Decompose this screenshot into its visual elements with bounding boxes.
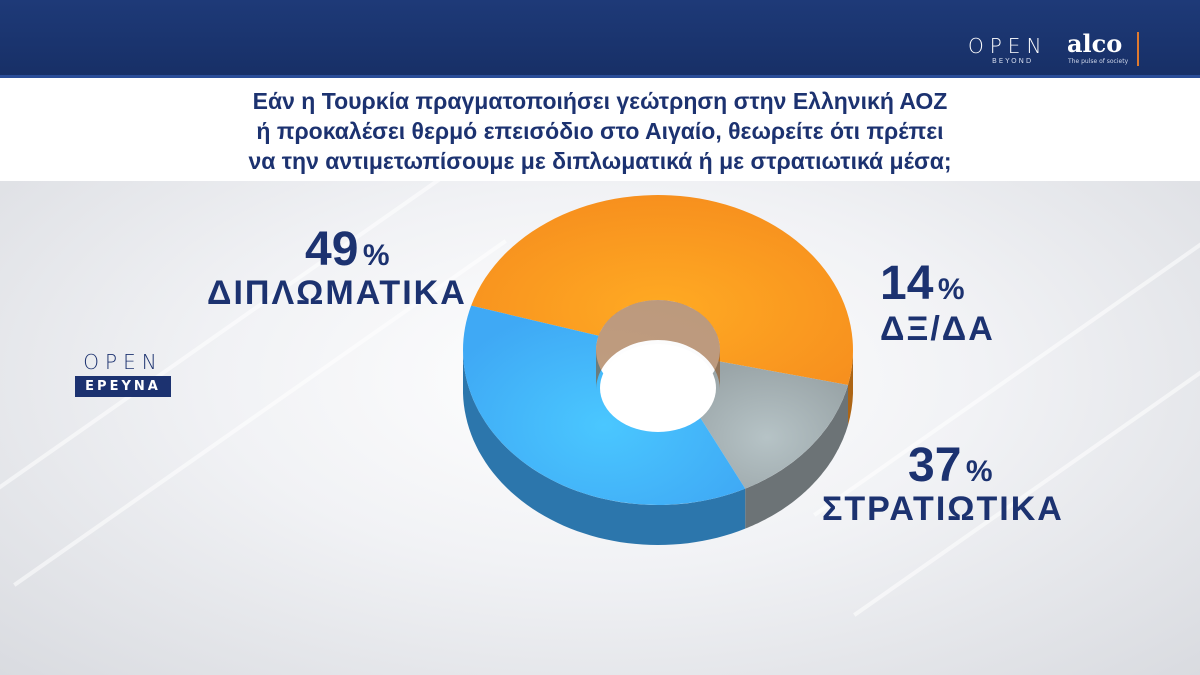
open-beyond-logo-sub: BEYOND bbox=[992, 57, 1034, 65]
diplomatic-value: 49 bbox=[305, 223, 359, 276]
alco-tagline: The pulse of society bbox=[1068, 58, 1129, 65]
diplomatic-value-label: 49 % bbox=[305, 222, 390, 277]
dk-value-label: 14 % bbox=[880, 256, 965, 311]
dk-value: 14 bbox=[880, 257, 934, 310]
header-divider bbox=[0, 75, 1200, 78]
slice-Δ Ξ/ΔΑ bbox=[685, 361, 848, 489]
diplomatic-pct: % bbox=[362, 239, 390, 272]
military-category-label: ΣΤΡΑΤΙΩΤΙΚΑ bbox=[822, 490, 1064, 528]
slice-side-2 bbox=[463, 347, 746, 545]
question-line-2: ή προκαλέσει θερμό επεισόδιο στο Αιγαίο,… bbox=[256, 118, 944, 144]
military-value-label: 37 % bbox=[908, 438, 993, 493]
slice-ΣΤΡΑΤΙΩΤΙΚΑ bbox=[463, 305, 746, 505]
dk-pct: % bbox=[937, 273, 965, 306]
slice-side-1 bbox=[745, 385, 848, 529]
question-line-3: να την αντιμετωπίσουμε με διπλωματικά ή … bbox=[248, 148, 952, 174]
ereyna-label: ΕΡΕΥΝΑ bbox=[75, 376, 171, 397]
alco-logo-bar bbox=[1137, 32, 1139, 66]
header-bar: OPEN BEYOND alco The pulse of society bbox=[0, 0, 1200, 78]
open-ereyna-logo: OPEN bbox=[83, 350, 163, 374]
donut-hole-wall bbox=[596, 300, 720, 390]
question-line-1: Εάν η Τουρκία πραγματοποιήσει γεώτρηση σ… bbox=[252, 88, 948, 114]
alco-logo: alco bbox=[1067, 29, 1123, 58]
dk-category-label: ΔΞ/ΔΑ bbox=[880, 310, 995, 348]
open-beyond-logo: OPEN bbox=[968, 34, 1048, 58]
donut-hole bbox=[600, 344, 716, 432]
military-value: 37 bbox=[908, 439, 962, 492]
slice-side-0 bbox=[848, 353, 853, 425]
slice-ΔΙΠΛΩΜΑΤΙΚΑ bbox=[471, 194, 854, 385]
open-ereyna-badge: OPEN ΕΡΕΥΝΑ bbox=[75, 350, 171, 397]
military-pct: % bbox=[965, 455, 993, 488]
survey-question: Εάν η Τουρκία πραγματοποιήσει γεώτρηση σ… bbox=[0, 86, 1200, 176]
diplomatic-category-label: ΔΙΠΛΩΜΑΤΙΚΑ bbox=[207, 274, 467, 312]
